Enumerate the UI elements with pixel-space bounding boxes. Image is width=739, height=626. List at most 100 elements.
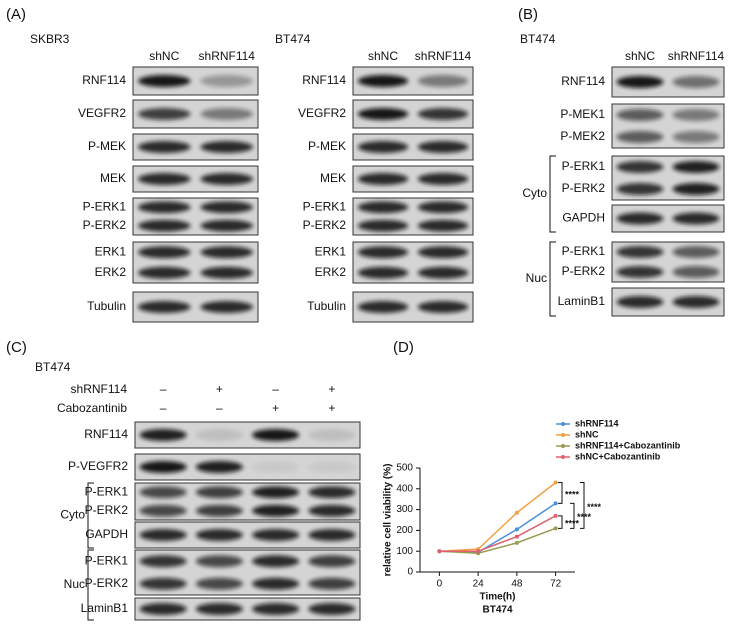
band bbox=[672, 161, 720, 173]
band bbox=[308, 461, 356, 473]
legend-label: shRNF114+Cabozantinib bbox=[575, 440, 681, 450]
band bbox=[138, 266, 191, 279]
band bbox=[195, 461, 243, 473]
band bbox=[195, 555, 243, 568]
protein-label: P-MEK1 bbox=[560, 107, 605, 121]
x-tick-label: 24 bbox=[473, 579, 485, 590]
series-line bbox=[439, 502, 557, 553]
band bbox=[200, 108, 253, 120]
condition-label: Cabozantinib bbox=[57, 401, 127, 415]
y-tick-label: 100 bbox=[396, 546, 413, 557]
group-bracket bbox=[87, 482, 94, 549]
condition-sign: – bbox=[160, 382, 167, 396]
panel-label: (C) bbox=[6, 339, 27, 356]
group-bracket bbox=[549, 241, 556, 317]
group-bracket bbox=[87, 549, 94, 621]
band bbox=[195, 429, 243, 441]
band bbox=[672, 296, 720, 308]
lane-header: shNC bbox=[149, 49, 179, 63]
protein-label: RNF114 bbox=[84, 427, 128, 441]
protein-label: P-ERK2 bbox=[562, 181, 606, 195]
protein-label: ERK1 bbox=[315, 244, 347, 258]
group-label: Cyto bbox=[522, 186, 547, 200]
data-point bbox=[437, 549, 442, 554]
band bbox=[138, 108, 191, 120]
legend-marker bbox=[561, 444, 565, 448]
protein-label: P-ERK1 bbox=[85, 553, 129, 567]
protein-label: LaminB1 bbox=[558, 294, 606, 308]
band bbox=[195, 486, 243, 499]
series-line bbox=[439, 515, 556, 552]
condition-sign: + bbox=[272, 401, 279, 415]
band bbox=[672, 212, 720, 225]
blot-strip bbox=[134, 597, 361, 621]
condition-sign: – bbox=[216, 401, 223, 415]
band bbox=[308, 603, 356, 615]
cell-line: BT474 bbox=[275, 32, 311, 46]
band bbox=[138, 246, 191, 259]
sig-bracket bbox=[558, 515, 563, 529]
condition-label: shRNF114 bbox=[71, 382, 128, 396]
legend-marker bbox=[561, 433, 565, 437]
x-tick-label: 0 bbox=[437, 579, 443, 590]
protein-label: P-ERK1 bbox=[303, 199, 347, 213]
protein-label: P-MEK bbox=[88, 139, 126, 153]
band bbox=[616, 266, 664, 278]
protein-label: ERK1 bbox=[95, 244, 127, 258]
band bbox=[417, 108, 469, 120]
band bbox=[672, 109, 720, 121]
band bbox=[138, 219, 191, 232]
protein-label: P-ERK1 bbox=[562, 244, 606, 258]
protein-label: P-ERK2 bbox=[303, 218, 347, 232]
data-point bbox=[514, 527, 519, 532]
band bbox=[200, 246, 253, 259]
cell-line: SKBR3 bbox=[30, 32, 70, 46]
x-axis-label: Time(h) bbox=[480, 592, 516, 603]
band bbox=[200, 266, 253, 279]
protein-label: P-MEK bbox=[308, 139, 346, 153]
band bbox=[357, 301, 409, 313]
sig-bracket bbox=[558, 482, 563, 504]
cell-line: BT474 bbox=[520, 32, 556, 46]
protein-label: MEK bbox=[100, 171, 126, 185]
band bbox=[357, 246, 409, 259]
protein-label: P-ERK1 bbox=[85, 484, 129, 498]
protein-label: P-ERK2 bbox=[85, 576, 129, 590]
band bbox=[616, 109, 664, 121]
protein-label: MEK bbox=[320, 171, 346, 185]
chart-subtitle: BT474 bbox=[482, 605, 512, 616]
band bbox=[138, 75, 191, 87]
group-label: Nuc bbox=[526, 271, 547, 285]
x-tick-label: 48 bbox=[511, 579, 523, 590]
protein-label: RNF114 bbox=[561, 74, 605, 88]
protein-label: P-ERK2 bbox=[562, 264, 606, 278]
band bbox=[417, 301, 469, 313]
band bbox=[616, 161, 664, 173]
protein-label: P-VEGFR2 bbox=[68, 459, 128, 473]
lane-header: shNC bbox=[625, 49, 655, 63]
band bbox=[672, 266, 720, 278]
band bbox=[357, 173, 409, 185]
band bbox=[417, 219, 469, 232]
panel-label: (B) bbox=[518, 6, 538, 23]
band bbox=[308, 555, 356, 568]
series-line bbox=[439, 527, 556, 555]
band bbox=[195, 504, 243, 517]
band bbox=[616, 246, 664, 258]
band bbox=[252, 461, 300, 473]
condition-sign: – bbox=[160, 401, 167, 415]
band bbox=[417, 246, 469, 259]
data-point bbox=[553, 501, 558, 506]
band bbox=[139, 555, 187, 568]
band bbox=[195, 529, 243, 541]
data-point bbox=[514, 510, 519, 515]
band bbox=[672, 76, 720, 88]
band bbox=[139, 577, 187, 590]
legend-marker bbox=[561, 422, 565, 426]
band bbox=[200, 141, 253, 153]
band bbox=[417, 141, 469, 153]
band bbox=[417, 201, 469, 214]
sig-label: **** bbox=[565, 518, 580, 528]
protein-label: GAPDH bbox=[562, 211, 605, 225]
condition-sign: + bbox=[328, 401, 335, 415]
